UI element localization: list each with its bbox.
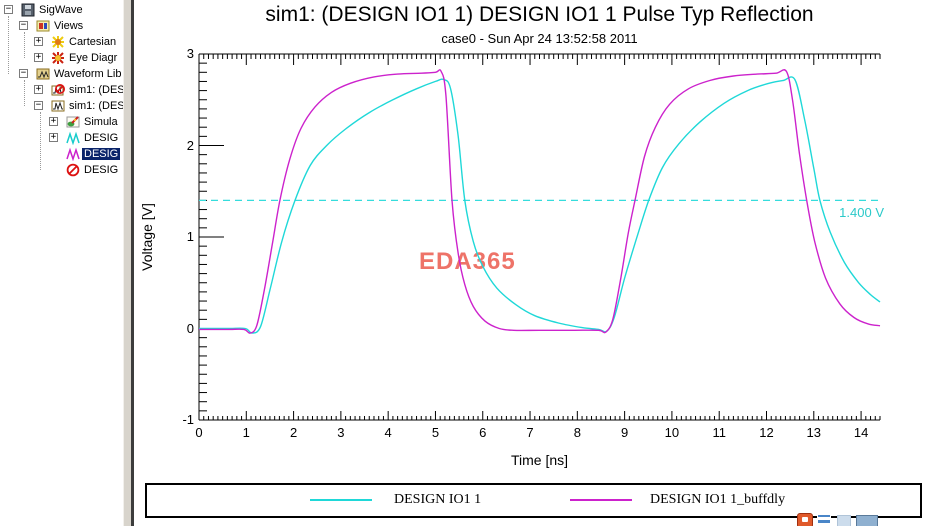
views-icon: [36, 19, 50, 33]
simulation-icon: [66, 115, 80, 129]
legend-label-1: DESIGN IO1 1: [394, 492, 482, 507]
tree-connector-line: [24, 80, 25, 106]
y-tick-label: 2: [186, 137, 194, 153]
blocked-icon: [66, 163, 80, 177]
y-tick-label: 3: [186, 46, 194, 61]
x-tick-label: 9: [621, 425, 629, 440]
tree-item-sigwave[interactable]: − SigWave: [0, 2, 123, 18]
x-axis-title: Time [ns]: [510, 452, 569, 468]
expand-toggle[interactable]: +: [49, 116, 58, 126]
tree-item-eye-diagr[interactable]: + Eye Diagr: [0, 50, 123, 66]
eye-diagram-icon: [51, 51, 65, 65]
chart-title: sim1: (DESIGN IO1 1) DESIGN IO1 1 Pulse …: [265, 3, 814, 26]
x-tick-label: 2: [289, 425, 298, 440]
legend-label-2: DESIGN IO1 1_buffdly: [650, 492, 786, 507]
tree-item-views[interactable]: − Views: [0, 18, 123, 34]
tree-item-label[interactable]: Waveform Lib: [54, 68, 122, 80]
tree-item-cartesian[interactable]: + Cartesian: [0, 34, 123, 50]
plot-pane: [134, 0, 927, 526]
tree-item-label[interactable]: SigWave: [39, 4, 83, 16]
expand-toggle[interactable]: +: [49, 132, 58, 142]
expand-toggle[interactable]: +: [34, 52, 43, 62]
ime-tray-bar-icon[interactable]: [856, 515, 878, 526]
x-tick-label: 14: [853, 425, 869, 440]
expand-toggle[interactable]: +: [34, 84, 43, 94]
tree-item-sim1-des[interactable]: + sim1: (DES: [0, 82, 123, 98]
tree-item-label[interactable]: Eye Diagr: [69, 52, 118, 64]
y-tick-label: 0: [186, 320, 194, 336]
x-tick-label: 8: [573, 425, 581, 440]
tree-item-label[interactable]: sim1: (DES: [69, 100, 123, 112]
x-tick-label: 6: [479, 425, 487, 440]
tree-item-label[interactable]: sim1: (DES: [69, 84, 123, 96]
tree-item-desig[interactable]: DESIG: [0, 146, 123, 162]
sim-icon: [51, 99, 65, 113]
chart-subtitle: case0 - Sun Apr 24 13:52:58 2011: [441, 31, 638, 46]
collapse-toggle[interactable]: −: [34, 100, 43, 110]
collapse-toggle[interactable]: −: [19, 20, 28, 30]
x-tick-label: 1: [242, 425, 250, 440]
x-tick-label: 5: [431, 425, 440, 440]
tree-item-desig[interactable]: DESIG: [0, 162, 123, 178]
ime-tray-pad-icon[interactable]: [837, 515, 851, 526]
x-tick-label: 3: [337, 425, 345, 440]
x-tick-label: 12: [759, 425, 774, 440]
wave-magenta-icon: [66, 147, 80, 162]
tree-connector-line: [40, 112, 41, 170]
disk-icon: [21, 3, 35, 17]
x-tick-label: 4: [384, 425, 392, 440]
tree-item-desig[interactable]: + DESIG: [0, 130, 123, 146]
y-axis-title: Voltage [V]: [139, 203, 155, 271]
legend-box: DESIGN IO1 1 DESIGN IO1 1_buffdly: [145, 483, 922, 518]
x-tick-label: 10: [664, 425, 680, 440]
tree-item-label[interactable]: DESIG: [82, 148, 121, 160]
tree-item-label[interactable]: Cartesian: [69, 36, 117, 48]
cartesian-icon: [51, 35, 65, 49]
tree-connector-line: [8, 16, 9, 74]
tree-item-label[interactable]: DESIG: [84, 164, 119, 176]
x-tick-label: 13: [806, 425, 822, 440]
sim-blocked-icon: [51, 83, 65, 97]
legend-swatch-2: [570, 499, 632, 501]
tree-item-simula[interactable]: + Simula: [0, 114, 123, 130]
x-tick-label: 0: [195, 425, 203, 440]
expand-toggle[interactable]: +: [34, 36, 43, 46]
x-tick-label: 7: [526, 425, 534, 440]
tree-item-label[interactable]: Simula: [84, 116, 118, 128]
waveform-lib-icon: [36, 67, 50, 81]
ime-tray-language-icon[interactable]: [817, 513, 831, 526]
tree-connector-line: [24, 32, 25, 58]
pane-splitter[interactable]: [123, 0, 132, 526]
x-tick-label: 11: [712, 425, 726, 440]
tree-item-waveform-lib[interactable]: − Waveform Lib: [0, 66, 123, 82]
tree-item-label[interactable]: DESIG: [84, 132, 119, 144]
tree-item-label[interactable]: Views: [54, 20, 84, 32]
collapse-toggle[interactable]: −: [4, 4, 13, 14]
pane-splitter-line: [131, 0, 134, 526]
watermark-text: EDA365: [419, 248, 516, 275]
y-tick-label: -1: [182, 412, 194, 427]
legend-swatch-1: [310, 499, 372, 501]
wave-cyan-icon: [66, 131, 80, 146]
collapse-toggle[interactable]: −: [19, 68, 28, 78]
tree-item-sim1-des[interactable]: − sim1: (DES: [0, 98, 123, 114]
y-tick-label: 1: [186, 229, 194, 244]
ime-tray-red-icon[interactable]: [797, 513, 813, 526]
threshold-value-label: 1.400 V: [839, 205, 884, 220]
waveform-tree-panel: − SigWave − Views + Cartesian + Eye Diagr − Wavef…: [0, 0, 123, 526]
